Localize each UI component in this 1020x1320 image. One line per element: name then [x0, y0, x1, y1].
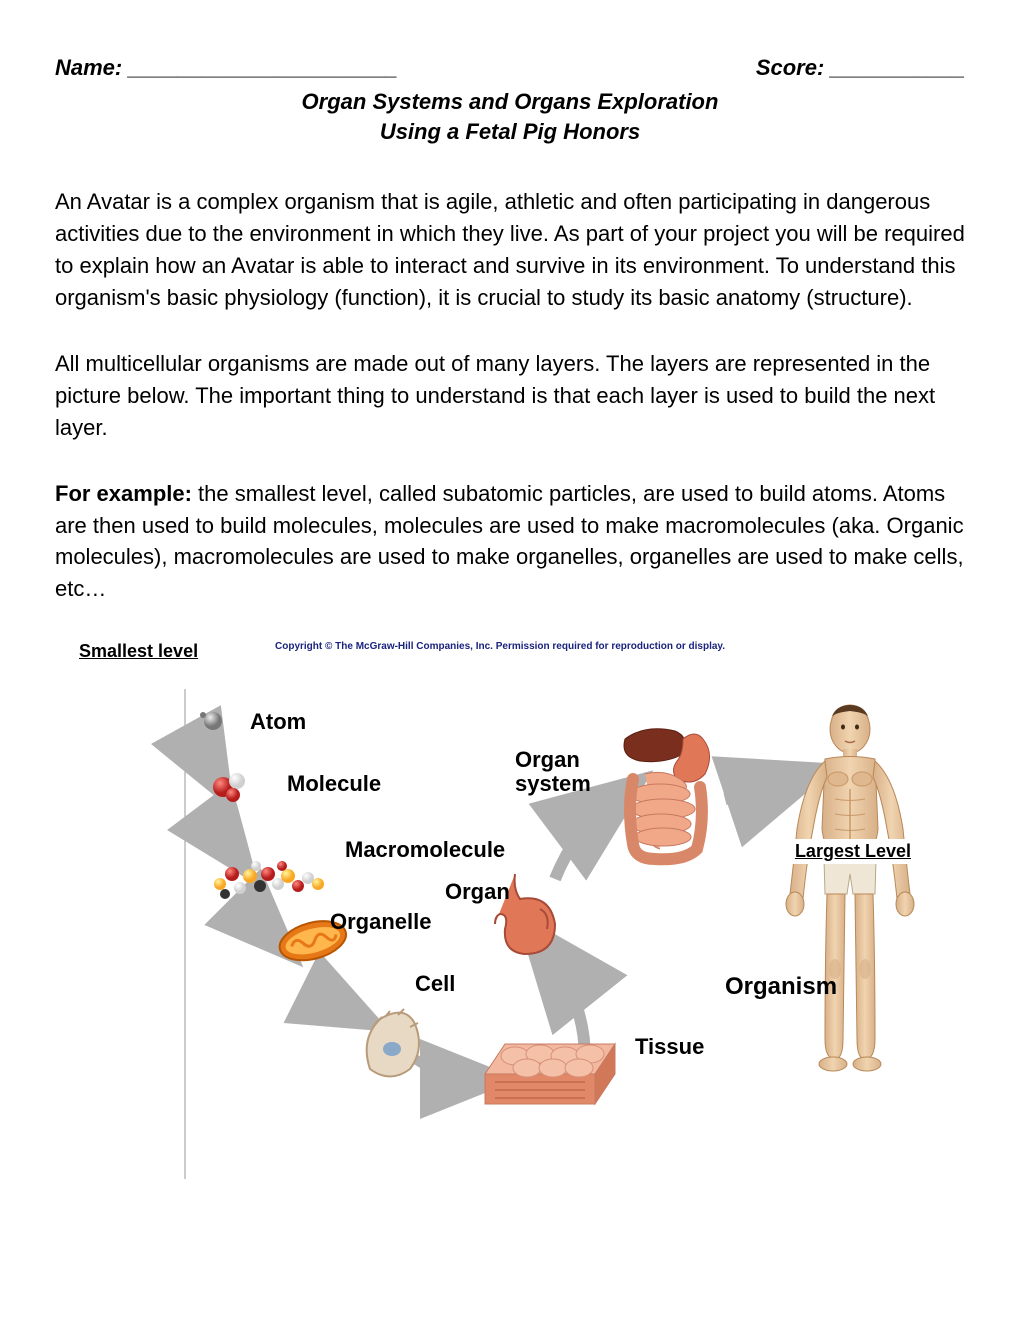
- diagram-label-organ: Organ: [515, 747, 580, 772]
- largest-level-label: Largest Level: [789, 839, 917, 864]
- intro-paragraph-1: An Avatar is a complex organism that is …: [55, 186, 965, 314]
- diagram-label-molecule: Molecule: [287, 771, 381, 796]
- diagram-label-organelle: Organelle: [330, 909, 431, 934]
- svg-text:system: system: [515, 771, 591, 796]
- example-paragraph: For example: the smallest level, called …: [55, 478, 965, 606]
- organ-system-icon: [624, 729, 710, 860]
- diagram-label-organism: Organism: [725, 973, 837, 1000]
- diagram-copyright: Copyright © The McGraw-Hill Companies, I…: [275, 641, 725, 652]
- tissue-icon: [485, 1044, 615, 1104]
- atom-icon: [200, 712, 222, 730]
- name-field-label: Name: ______________________: [55, 55, 398, 81]
- document-title: Organ Systems and Organs Exploration Usi…: [55, 87, 965, 146]
- diagram-label-organ: Organ: [445, 879, 510, 904]
- title-line-2: Using a Fetal Pig Honors: [55, 117, 965, 147]
- diagram-svg: Atom Molecule Macromolecule Organelle Cell Ti…: [115, 659, 955, 1199]
- diagram-label-macromolecule: Macromolecule: [345, 837, 505, 862]
- diagram-label-cell: Cell: [415, 971, 455, 996]
- diagram-label-atom: Atom: [250, 709, 306, 734]
- hierarchy-diagram: Smallest level Copyright © The McGraw-Hi…: [55, 639, 955, 1199]
- title-line-1: Organ Systems and Organs Exploration: [55, 87, 965, 117]
- molecule-icon: [213, 773, 245, 802]
- example-lead: For example:: [55, 481, 192, 506]
- intro-paragraph-2: All multicellular organisms are made out…: [55, 348, 965, 444]
- macromolecule-icon: [195, 851, 335, 907]
- header-row: Name: ______________________ Score: ____…: [55, 55, 965, 81]
- score-field-label: Score: ___________: [756, 55, 965, 81]
- organism-icon: [786, 705, 914, 1071]
- diagram-label-tissue: Tissue: [635, 1034, 704, 1059]
- example-rest: the smallest level, called subatomic par…: [55, 481, 964, 602]
- cell-icon: [367, 1009, 419, 1077]
